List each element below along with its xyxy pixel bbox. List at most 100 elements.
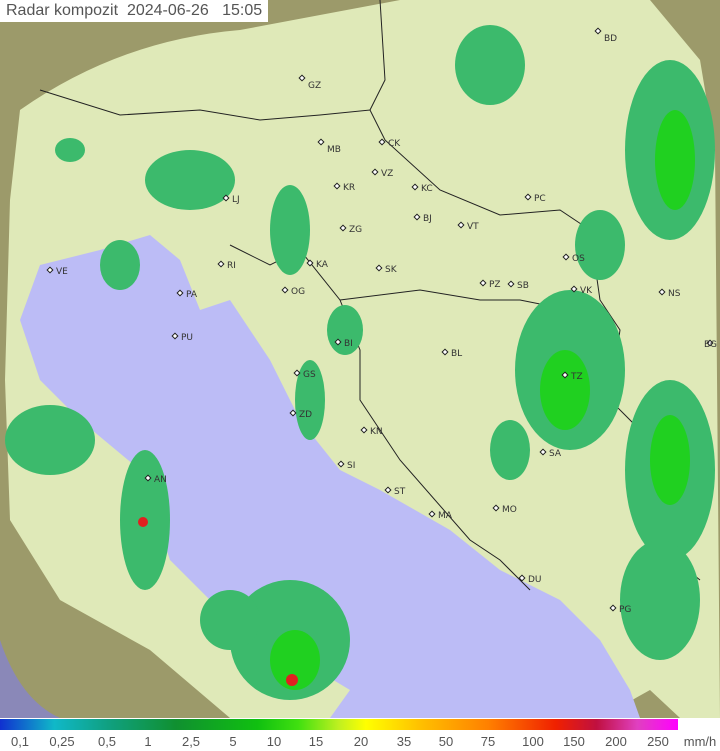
- city-label: OG: [291, 287, 305, 297]
- city-label: VT: [467, 222, 479, 232]
- city-label: KR: [343, 183, 355, 193]
- city-label: BL: [451, 349, 462, 359]
- city-marker-icon: [176, 289, 184, 297]
- legend-unit: mm/h: [683, 734, 717, 749]
- city-label: PZ: [489, 280, 501, 290]
- city-marker-icon: [609, 604, 617, 612]
- city-label: OS: [572, 254, 585, 264]
- radar-map: GZ MB CK VZ KR KC PC LJ ZG BJ VT BD VE RI KA SK OS PA OG PZ…: [0, 0, 720, 718]
- city-marker-icon: [441, 348, 449, 356]
- colorbar-labels: 0,1 0,25 0,5 1 2,5 5 10 15 20 35 50 75 1…: [0, 734, 720, 751]
- city-marker-icon: [293, 369, 301, 377]
- city-label: KC: [421, 184, 433, 194]
- city-markers: GZ MB CK VZ KR KC PC LJ ZG BJ VT BD VE RI KA SK OS PA OG PZ…: [46, 27, 717, 615]
- city-marker-icon: [658, 288, 666, 296]
- city-marker-icon: [306, 259, 314, 267]
- legend-tick: 5: [229, 734, 237, 749]
- city-marker-icon: [518, 574, 526, 582]
- city-label: BD: [604, 34, 617, 44]
- city-label: MB: [327, 145, 341, 155]
- intensity-colorbar: [0, 719, 678, 730]
- city-marker-icon: [457, 221, 465, 229]
- precipitation: [5, 25, 715, 700]
- city-label: VK: [580, 286, 593, 296]
- city-marker-icon: [561, 371, 569, 379]
- city-label: KA: [316, 260, 329, 270]
- legend-tick: 75: [480, 734, 496, 749]
- city-marker-icon: [46, 266, 54, 274]
- legend-tick: 100: [522, 734, 544, 749]
- city-label: AN: [154, 475, 167, 485]
- city-marker-icon: [507, 280, 515, 288]
- city-marker-icon: [217, 260, 225, 268]
- city-marker-icon: [413, 213, 421, 221]
- city-label: SB: [517, 281, 529, 291]
- legend-tick: 0,25: [49, 734, 75, 749]
- city-label: SK: [385, 265, 398, 275]
- city-marker-icon: [411, 183, 419, 191]
- city-marker-icon: [371, 168, 379, 176]
- city-marker-icon: [339, 224, 347, 232]
- city-label: PC: [534, 194, 546, 204]
- city-marker-icon: [298, 74, 306, 82]
- city-label: PG: [619, 605, 631, 615]
- city-marker-icon: [333, 182, 341, 190]
- adriatic-sea: [20, 235, 640, 718]
- city-label: SI: [347, 461, 355, 471]
- city-marker-icon: [594, 27, 602, 35]
- city-marker-icon: [222, 194, 230, 202]
- city-marker-icon: [375, 264, 383, 272]
- city-label: GZ: [308, 81, 321, 91]
- city-label: CK: [388, 139, 401, 149]
- legend-tick: 250: [647, 734, 669, 749]
- legend-tick: 1: [144, 734, 152, 749]
- city-marker-icon: [428, 510, 436, 518]
- city-label: DU: [528, 575, 542, 585]
- city-marker-icon: [378, 138, 386, 146]
- city-label: SA: [549, 449, 562, 459]
- city-marker-icon: [706, 339, 714, 347]
- city-marker-icon: [384, 486, 392, 494]
- city-label: RI: [227, 261, 236, 271]
- city-marker-icon: [171, 332, 179, 340]
- city-label: ST: [394, 487, 406, 497]
- city-label: MA: [438, 511, 453, 521]
- city-label: LJ: [232, 195, 240, 205]
- legend-tick: 0,5: [97, 734, 117, 749]
- legend-tick: 150: [563, 734, 585, 749]
- city-label: ZG: [349, 225, 362, 235]
- city-label: MO: [502, 505, 517, 515]
- city-marker-icon: [337, 460, 345, 468]
- city-label: NS: [668, 289, 681, 299]
- legend-tick: 15: [308, 734, 324, 749]
- city-marker-icon: [144, 474, 152, 482]
- southwest-sea: [0, 640, 60, 718]
- city-label: PU: [181, 333, 193, 343]
- legend-tick: 50: [438, 734, 454, 749]
- city-label: BG: [704, 340, 717, 350]
- city-marker-icon: [289, 409, 297, 417]
- city-label: BI: [344, 339, 353, 349]
- legend-tick: 35: [396, 734, 412, 749]
- city-marker-icon: [479, 279, 487, 287]
- city-marker-icon: [524, 193, 532, 201]
- city-marker-icon: [281, 286, 289, 294]
- city-marker-icon: [360, 426, 368, 434]
- city-label: PA: [186, 290, 198, 300]
- legend-tick: 2,5: [181, 734, 201, 749]
- legend-tick: 200: [605, 734, 627, 749]
- city-marker-icon: [492, 504, 500, 512]
- legend-tick: 0,1: [10, 734, 30, 749]
- city-label: VE: [56, 267, 68, 277]
- legend-tick: 10: [266, 734, 282, 749]
- city-label: TZ: [570, 372, 583, 382]
- city-marker-icon: [317, 138, 325, 146]
- city-label: BJ: [423, 214, 432, 224]
- city-label: ZD: [299, 410, 312, 420]
- city-marker-icon: [570, 285, 578, 293]
- city-marker-icon: [334, 338, 342, 346]
- city-marker-icon: [562, 253, 570, 261]
- city-label: GS: [303, 370, 316, 380]
- legend-tick: 20: [353, 734, 369, 749]
